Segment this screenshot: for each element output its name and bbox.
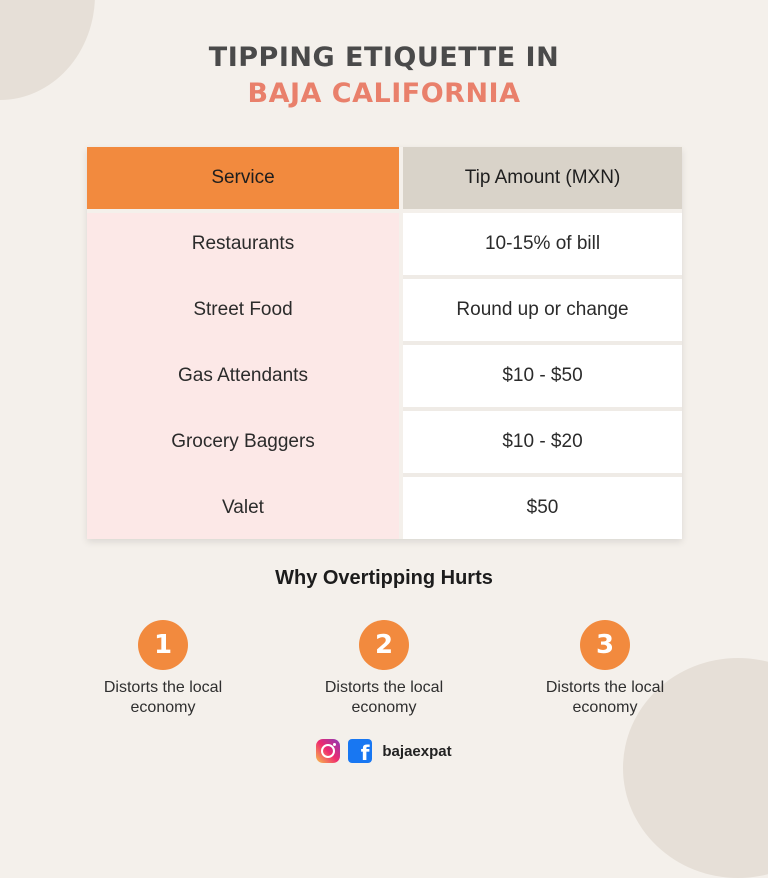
cell-service: Street Food [193,299,293,320]
facebook-icon[interactable]: f [348,739,373,763]
cell-service: Grocery Baggers [171,431,315,452]
reason-text: Distorts the local economy [545,679,665,716]
reason-item: 1 Distorts the local economy [78,620,248,718]
why-overtipping-heading: Why Overtipping Hurts [275,567,493,589]
cell-service: Gas Attendants [178,365,308,386]
cell-tip: Round up or change [456,299,629,320]
title-line-2: BAJA CALIFORNIA [247,78,521,109]
social-footer: f bajaexpat [0,737,768,765]
social-handle[interactable]: bajaexpat [382,742,452,760]
header-tip-amount: Tip Amount (MXN) [403,147,682,209]
cell-service: Valet [222,497,264,518]
reason-item: 3 Distorts the local economy [520,620,690,718]
cell-tip: $10 - $20 [502,431,583,452]
reason-item: 2 Distorts the local economy [299,620,469,718]
header-service: Service [87,147,399,209]
number-badge: 3 [580,620,630,670]
service-column [87,213,399,539]
cell-service: Restaurants [191,233,295,254]
cell-tip: $10 - $50 [502,365,583,386]
title-line-1: TIPPING ETIQUETTE IN [208,42,560,73]
row-divider [403,275,682,279]
reason-text: Distorts the local economy [103,679,223,716]
row-divider [403,341,682,345]
row-divider [403,407,682,411]
cell-tip: 10-15% of bill [484,233,601,254]
instagram-icon[interactable] [316,739,341,763]
tipping-table: Service Tip Amount (MXN) Restaurants 10-… [87,147,682,539]
reason-text: Distorts the local economy [324,679,444,716]
number-badge: 1 [138,620,188,670]
row-divider [403,473,682,477]
number-badge: 2 [359,620,409,670]
cell-tip: $50 [526,497,559,518]
tip-column [403,213,682,539]
